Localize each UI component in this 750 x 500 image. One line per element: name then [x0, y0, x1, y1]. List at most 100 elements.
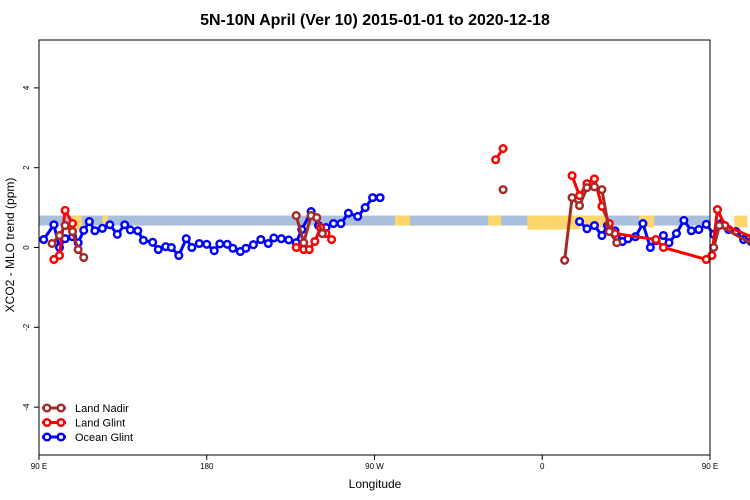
ocean-glint-point — [360, 203, 370, 213]
land-glint-line-segment — [724, 224, 750, 238]
y-tick-label: -2 — [22, 323, 31, 331]
land-nadir-point — [597, 185, 607, 195]
land-patch — [395, 215, 410, 226]
land-nadir-point — [73, 244, 83, 255]
ocean-glint-point — [658, 230, 668, 241]
land-glint-point — [498, 143, 508, 154]
ocean-glint-point — [241, 243, 251, 253]
land-patch — [488, 215, 502, 226]
y-axis: -4 -2 0 2 4 — [22, 85, 39, 411]
ocean-glint-point — [133, 226, 143, 236]
land-nadir-point — [498, 185, 508, 195]
land-patch — [527, 215, 580, 230]
x-tick-label: 90 W — [365, 462, 384, 471]
ocean-glint-point — [679, 215, 689, 225]
ocean-glint-point — [222, 239, 232, 249]
land-glint-line-segment — [614, 232, 657, 242]
land-glint-line-segment — [662, 246, 707, 261]
legend-item: Land Nadir — [42, 403, 129, 415]
ocean-glint-point — [215, 239, 225, 249]
y-axis-label: XCO2 - MLO trend (ppm) — [3, 178, 17, 313]
ocean-glint-point — [645, 242, 655, 253]
ocean-glint-point — [582, 224, 592, 234]
land-glint-point — [68, 219, 78, 229]
ocean-glint-point — [694, 224, 704, 235]
ocean-glint-point — [336, 219, 346, 229]
ocean-glint-point — [343, 208, 353, 218]
land-nadir-line-segment — [718, 224, 750, 245]
ocean-glint-point — [368, 193, 378, 203]
land-nadir-point — [582, 183, 592, 193]
ocean-glint-point — [276, 234, 286, 244]
x-axis: 90 E 180 90 W 0 90 E — [31, 455, 718, 471]
land-nadir-point — [567, 193, 577, 203]
plot-frame — [38, 39, 711, 456]
land-nadir-point — [299, 238, 309, 248]
land-nadir-point — [68, 226, 78, 237]
land-nadir-point — [54, 230, 65, 241]
series-ocean-glint — [39, 193, 750, 261]
plot-series — [39, 143, 750, 265]
ocean-glint-point — [105, 220, 115, 230]
ocean-glint-point — [256, 234, 266, 245]
legend-item: Ocean Glint — [42, 432, 133, 444]
ocean-glint-point — [671, 228, 682, 239]
land-nadir-point — [60, 221, 70, 231]
ocean-glint-point — [269, 233, 279, 243]
ocean-glint-point — [328, 219, 339, 229]
land-patch — [72, 215, 82, 230]
land-nadir-point — [79, 252, 89, 263]
land-glint-point — [658, 242, 668, 253]
legend-marker — [56, 432, 66, 442]
land-nadir-point — [714, 221, 724, 231]
land-nadir-point — [47, 238, 57, 249]
legend-marker — [42, 403, 52, 413]
land-glint-point — [712, 205, 723, 215]
series-land-nadir — [47, 182, 750, 265]
ocean-glint-point — [120, 220, 130, 230]
land-glint-point — [304, 244, 314, 255]
ocean-glint-point — [125, 225, 135, 235]
legend-item: Land Glint — [42, 418, 125, 430]
land-glint-point — [567, 171, 577, 181]
land-nadir-line-segment — [302, 215, 313, 244]
ocean-glint-point — [153, 244, 163, 255]
ocean-glint-point — [166, 242, 176, 253]
y-tick-label: 4 — [22, 85, 31, 90]
land-nadir-point — [312, 213, 322, 223]
land-glint-point — [60, 205, 70, 215]
legend: Land Nadir Land Glint Ocean Glint — [42, 403, 133, 444]
ocean-glint-point — [112, 229, 122, 239]
land-nadir-point — [612, 238, 622, 248]
ocean-glint-point — [174, 250, 184, 261]
ocean-glint-point — [248, 240, 258, 250]
legend-marker — [56, 403, 66, 413]
legend-label: Land Glint — [75, 418, 125, 430]
ocean-glint-point — [84, 217, 94, 227]
ocean-glint-point — [597, 230, 607, 241]
ocean-glint-point — [664, 238, 674, 248]
land-glint-point — [291, 242, 301, 253]
ocean-glint-point — [187, 242, 197, 253]
ocean-glint-point — [263, 238, 273, 249]
y-tick-label: 2 — [22, 165, 31, 170]
ocean-glint-point — [148, 237, 158, 247]
ocean-glint-point — [194, 238, 204, 249]
land-nadir-point — [604, 226, 614, 237]
land-nadir-point — [574, 201, 585, 211]
x-tick-label: 180 — [200, 462, 214, 471]
land-nadir-line-segment — [563, 197, 574, 261]
land-nadir-point — [560, 255, 570, 265]
ocean-glint-point — [284, 235, 294, 245]
y-tick-label: 0 — [22, 245, 31, 250]
ocean-glint-point — [589, 221, 599, 231]
x-axis-label: Longitude — [349, 477, 402, 491]
ocean-glint-point — [574, 217, 585, 227]
x-tick-label: 90 E — [702, 462, 718, 471]
land-nadir-point — [589, 182, 599, 192]
y-tick-label: -4 — [22, 403, 31, 411]
legend-marker — [42, 432, 52, 442]
legend-label: Ocean Glint — [75, 432, 133, 444]
land-glint-point — [589, 174, 599, 184]
